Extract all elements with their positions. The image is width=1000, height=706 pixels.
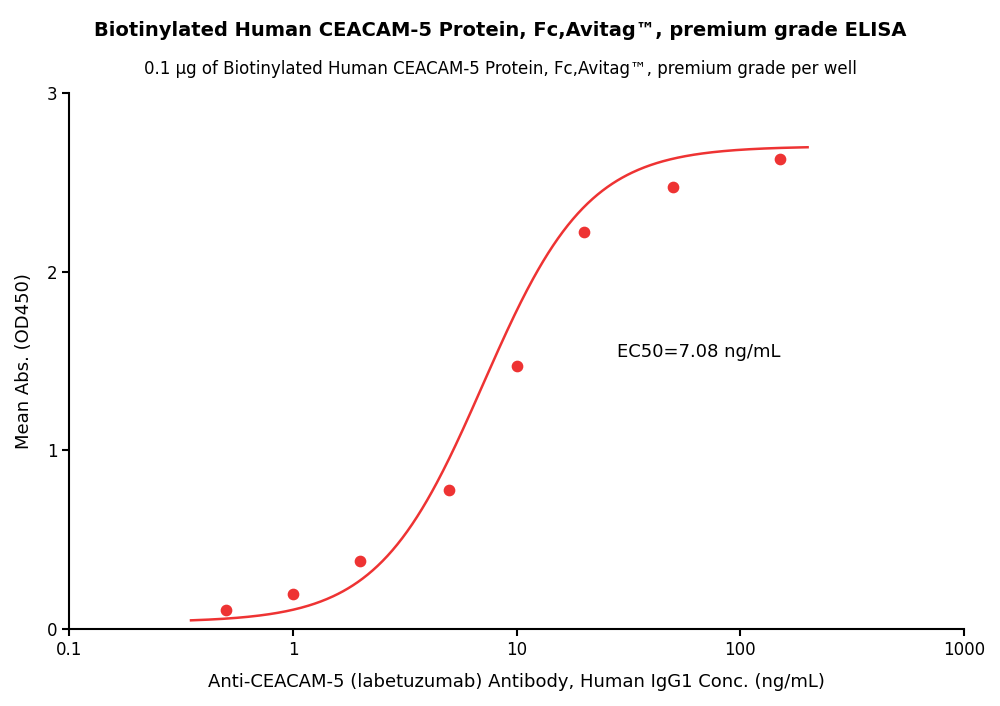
Point <box>352 556 368 567</box>
Text: 0.1 μg of Biotinylated Human CEACAM-5 Protein, Fc,Avitag™, premium grade per wel: 0.1 μg of Biotinylated Human CEACAM-5 Pr… <box>144 60 856 78</box>
Point <box>509 361 525 372</box>
Text: EC50=7.08 ng/mL: EC50=7.08 ng/mL <box>617 343 780 361</box>
Point <box>285 588 301 599</box>
Point <box>665 181 681 193</box>
Point <box>218 604 234 615</box>
Y-axis label: Mean Abs. (OD450): Mean Abs. (OD450) <box>15 273 33 449</box>
Point <box>772 153 788 164</box>
Point <box>576 227 592 238</box>
Text: Biotinylated Human CEACAM-5 Protein, Fc,Avitag™, premium grade ELISA: Biotinylated Human CEACAM-5 Protein, Fc,… <box>94 21 906 40</box>
X-axis label: Anti-CEACAM-5 (labetuzumab) Antibody, Human IgG1 Conc. (ng/mL): Anti-CEACAM-5 (labetuzumab) Antibody, Hu… <box>208 673 825 691</box>
Point <box>441 484 457 496</box>
